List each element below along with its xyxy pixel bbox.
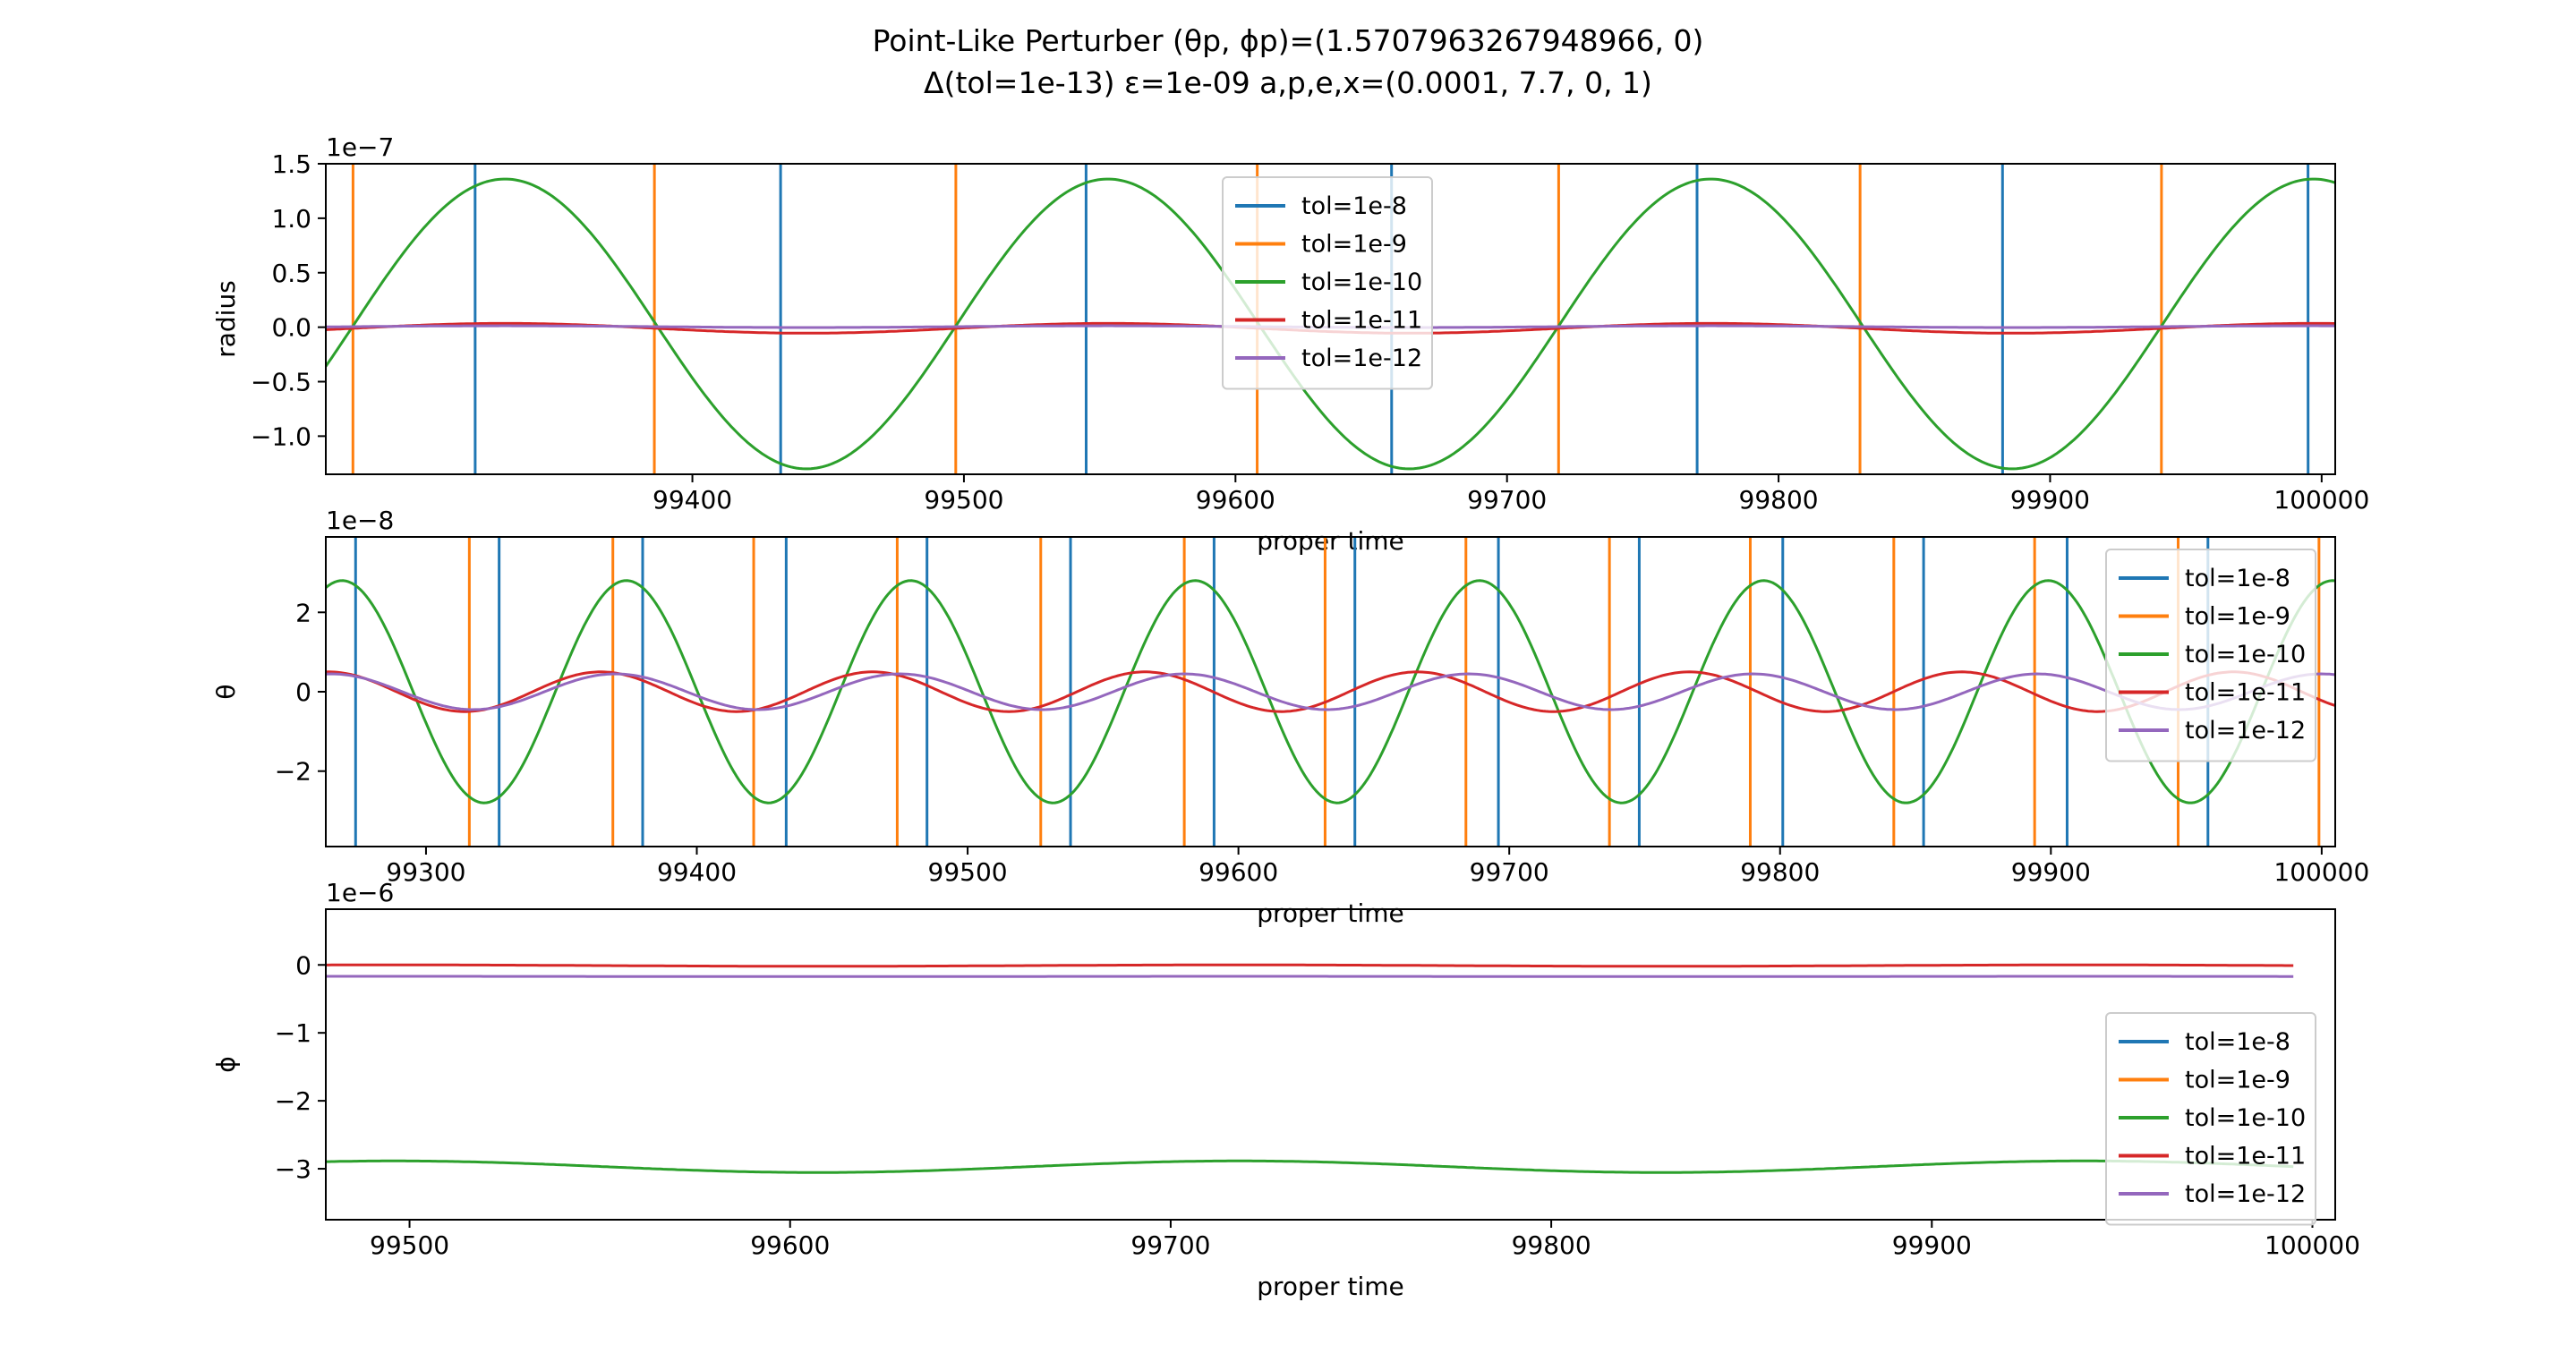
- subplot-3: 99500 99600 99700 99800 99900 100000 −3 −2 −1 0 1e…: [211, 878, 2360, 1301]
- y-axis-label: θ: [211, 684, 241, 699]
- legend-entry: tol=1e-8: [1301, 192, 1407, 220]
- x-tick-label: 99600: [1196, 485, 1275, 515]
- y-tick-label: −2: [275, 757, 311, 787]
- legend-entry: tol=1e-8: [2185, 565, 2290, 592]
- y-offset-text: 1e−7: [326, 132, 394, 162]
- legend-entry: tol=1e-10: [1301, 268, 1422, 296]
- y-tick-label: 0.0: [271, 313, 311, 343]
- legend-entry: tol=1e-11: [2185, 1143, 2306, 1170]
- legend-entry: tol=1e-10: [2185, 641, 2306, 668]
- legend-entry: tol=1e-11: [1301, 307, 1422, 335]
- y-axis-label: ϕ: [211, 1056, 241, 1072]
- x-tick-label: 99700: [1130, 1230, 1210, 1260]
- x-tick-label: 99900: [2011, 857, 2091, 887]
- series-tol-1e-11-line: [326, 963, 2294, 968]
- y-tick-label: −1: [275, 1018, 311, 1048]
- y-tick-label: −3: [275, 1154, 311, 1184]
- y-tick-label: 1.0: [271, 204, 311, 234]
- legend-entry: tol=1e-12: [2185, 1180, 2306, 1208]
- y-tick-label: −1.0: [251, 421, 311, 451]
- x-tick-label: 100000: [2265, 1230, 2360, 1260]
- x-tick-label: 99600: [1198, 857, 1278, 887]
- x-tick-label: 99900: [2010, 485, 2090, 515]
- x-tick-label: 99800: [1512, 1230, 1591, 1260]
- legend-frame: [2105, 549, 2316, 762]
- x-tick-label: 100000: [2273, 857, 2369, 887]
- y-offset-text: 1e−6: [326, 878, 394, 907]
- x-axis-label: proper time: [1257, 1272, 1403, 1301]
- y-tick-label: 2: [295, 598, 311, 627]
- axes-frame: [325, 163, 2336, 475]
- legend-frame: [2105, 1012, 2316, 1226]
- subplot-2: 99300 99400 99500 99600 99700 99800 99900 10000…: [211, 506, 2369, 928]
- legend-entry: tol=1e-12: [1301, 345, 1422, 372]
- x-tick-label: 99500: [928, 857, 1008, 887]
- y-tick-label: −2: [275, 1086, 311, 1116]
- legend: tol=1e-8 tol=1e-9 tol=1e-10 tol=1e-11 tol=1e…: [1222, 176, 1433, 390]
- legend-entry: tol=1e-9: [2185, 603, 2290, 631]
- y-tick-label: −0.5: [251, 368, 311, 397]
- legend: tol=1e-8 tol=1e-9 tol=1e-10 tol=1e-11 tol=1e…: [2105, 549, 2316, 762]
- axes-frame: [325, 908, 2336, 1221]
- x-tick-label: 99400: [653, 485, 732, 515]
- y-axis-label: radius: [211, 280, 241, 358]
- y-tick-label: 0.5: [271, 259, 311, 288]
- x-axis-label: proper time: [1257, 526, 1403, 556]
- x-tick-label: 99900: [1892, 1230, 1972, 1260]
- series-tol-1e-10-line: [326, 579, 2335, 804]
- x-axis-label: proper time: [1257, 898, 1403, 928]
- x-tick-label: 99800: [1740, 857, 1820, 887]
- x-tick-label: 99600: [750, 1230, 830, 1260]
- x-tick-label: 100000: [2273, 485, 2369, 515]
- legend-entry: tol=1e-9: [1301, 231, 1407, 259]
- x-tick-label: 99500: [370, 1230, 449, 1260]
- series-tol-1e-12-line: [326, 672, 2335, 711]
- chart-title-line2: Δ(tol=1e-13) ε=1e-09 a,p,e,x=(0.0001, 7.…: [924, 65, 1652, 100]
- legend-entry: tol=1e-10: [2185, 1104, 2306, 1132]
- y-offset-text: 1e−8: [326, 506, 394, 535]
- x-tick-label: 99700: [1470, 857, 1549, 887]
- legend-entry: tol=1e-12: [2185, 717, 2306, 745]
- x-tick-label: 99500: [924, 485, 1003, 515]
- x-tick-label: 99700: [1467, 485, 1547, 515]
- y-tick-label: 0: [295, 950, 311, 980]
- x-tick-label: 99300: [386, 857, 465, 887]
- y-tick-label: 0: [295, 677, 311, 707]
- legend-frame: [1222, 176, 1433, 390]
- legend-entry: tol=1e-8: [2185, 1028, 2290, 1056]
- legend-entry: tol=1e-11: [2185, 679, 2306, 707]
- series-tol-1e-10-line: [326, 1159, 2294, 1174]
- series-tol-1e-10-line: [326, 177, 2335, 471]
- legend: tol=1e-8 tol=1e-9 tol=1e-10 tol=1e-11 tol=1e…: [2105, 1012, 2316, 1226]
- chart-title-line1: Point-Like Perturber (θp, ϕp)=(1.5707963…: [873, 23, 1704, 58]
- x-tick-label: 99400: [657, 857, 737, 887]
- legend-entry: tol=1e-9: [2185, 1067, 2290, 1094]
- series-group: [326, 963, 2294, 1174]
- y-tick-label: 1.5: [271, 149, 311, 179]
- x-tick-label: 99800: [1739, 485, 1819, 515]
